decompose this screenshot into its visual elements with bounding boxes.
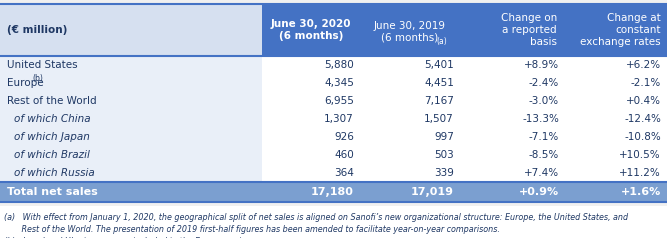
- Bar: [360, 4, 460, 56]
- Text: -3.0%: -3.0%: [529, 96, 559, 106]
- Bar: [262, 4, 360, 56]
- Text: Total net sales: Total net sales: [7, 187, 98, 197]
- Text: +11.2%: +11.2%: [619, 168, 661, 178]
- Text: +7.4%: +7.4%: [524, 168, 559, 178]
- Text: +8.9%: +8.9%: [524, 60, 559, 70]
- Text: (a)   With effect from January 1, 2020, the geographical split of net sales is a: (a) With effect from January 1, 2020, th…: [4, 213, 628, 222]
- Text: +0.4%: +0.4%: [626, 96, 661, 106]
- Bar: [460, 146, 565, 164]
- Text: (€ million): (€ million): [7, 25, 67, 35]
- Bar: [262, 92, 360, 110]
- Text: (b)   Israel and Ukraine are now included in the Europe region.: (b) Israel and Ukraine are now included …: [4, 237, 253, 238]
- Text: +6.2%: +6.2%: [626, 60, 661, 70]
- Bar: [0, 92, 262, 110]
- Bar: [360, 56, 460, 74]
- Bar: [565, 92, 667, 110]
- Text: 1,307: 1,307: [324, 114, 354, 124]
- Bar: [262, 164, 360, 182]
- Text: Rest of the World. The presentation of 2019 first-half figures has been amended : Rest of the World. The presentation of 2…: [4, 224, 500, 233]
- Bar: [360, 146, 460, 164]
- Bar: [565, 74, 667, 92]
- Bar: [565, 182, 667, 202]
- Text: -2.1%: -2.1%: [631, 78, 661, 88]
- Text: 5,880: 5,880: [324, 60, 354, 70]
- Text: Change on
a reported
basis: Change on a reported basis: [501, 13, 557, 47]
- Bar: [0, 146, 262, 164]
- Text: -13.3%: -13.3%: [522, 114, 559, 124]
- Bar: [460, 92, 565, 110]
- Text: 5,401: 5,401: [424, 60, 454, 70]
- Bar: [262, 182, 360, 202]
- Bar: [262, 74, 360, 92]
- Bar: [360, 110, 460, 128]
- Text: -12.4%: -12.4%: [624, 114, 661, 124]
- Bar: [262, 128, 360, 146]
- Text: 997: 997: [434, 132, 454, 142]
- Text: Change at
constant
exchange rates: Change at constant exchange rates: [580, 13, 661, 47]
- Text: 926: 926: [334, 132, 354, 142]
- Text: of which China: of which China: [14, 114, 91, 124]
- Text: -2.4%: -2.4%: [529, 78, 559, 88]
- Text: 6,955: 6,955: [324, 96, 354, 106]
- Text: June 30, 2020
(6 months): June 30, 2020 (6 months): [271, 19, 352, 41]
- Bar: [460, 182, 565, 202]
- Text: 339: 339: [434, 168, 454, 178]
- Text: June 30, 2019
(6 months): June 30, 2019 (6 months): [374, 21, 446, 43]
- Text: of which Brazil: of which Brazil: [14, 150, 90, 160]
- Bar: [360, 182, 460, 202]
- Text: of which Japan: of which Japan: [14, 132, 90, 142]
- Bar: [460, 4, 565, 56]
- Bar: [0, 56, 262, 74]
- Bar: [565, 56, 667, 74]
- Text: 503: 503: [434, 150, 454, 160]
- Bar: [0, 110, 262, 128]
- Text: +1.6%: +1.6%: [621, 187, 661, 197]
- Text: Europe: Europe: [7, 78, 43, 88]
- Text: -10.8%: -10.8%: [624, 132, 661, 142]
- Bar: [360, 74, 460, 92]
- Text: Rest of the World: Rest of the World: [7, 96, 97, 106]
- Text: +10.5%: +10.5%: [620, 150, 661, 160]
- Bar: [360, 128, 460, 146]
- Bar: [460, 74, 565, 92]
- Bar: [360, 92, 460, 110]
- Bar: [262, 146, 360, 164]
- Text: +0.9%: +0.9%: [519, 187, 559, 197]
- Bar: [460, 56, 565, 74]
- Text: -7.1%: -7.1%: [529, 132, 559, 142]
- Bar: [360, 164, 460, 182]
- Bar: [0, 164, 262, 182]
- Bar: [0, 206, 667, 238]
- Text: 4,345: 4,345: [324, 78, 354, 88]
- Bar: [0, 128, 262, 146]
- Bar: [565, 164, 667, 182]
- Bar: [565, 110, 667, 128]
- Text: (b): (b): [32, 74, 43, 84]
- Bar: [565, 128, 667, 146]
- Bar: [460, 164, 565, 182]
- Text: 364: 364: [334, 168, 354, 178]
- Text: United States: United States: [7, 60, 77, 70]
- Text: 1,507: 1,507: [424, 114, 454, 124]
- Text: 17,019: 17,019: [411, 187, 454, 197]
- Bar: [0, 4, 262, 56]
- Bar: [0, 182, 262, 202]
- Text: 7,167: 7,167: [424, 96, 454, 106]
- Bar: [565, 4, 667, 56]
- Bar: [460, 110, 565, 128]
- Bar: [460, 128, 565, 146]
- Bar: [565, 146, 667, 164]
- Bar: [262, 110, 360, 128]
- Bar: [262, 56, 360, 74]
- Text: of which Russia: of which Russia: [14, 168, 95, 178]
- Text: 4,451: 4,451: [424, 78, 454, 88]
- Text: -8.5%: -8.5%: [529, 150, 559, 160]
- Text: 460: 460: [334, 150, 354, 160]
- Bar: [0, 74, 262, 92]
- Text: (a): (a): [436, 37, 447, 46]
- Text: 17,180: 17,180: [311, 187, 354, 197]
